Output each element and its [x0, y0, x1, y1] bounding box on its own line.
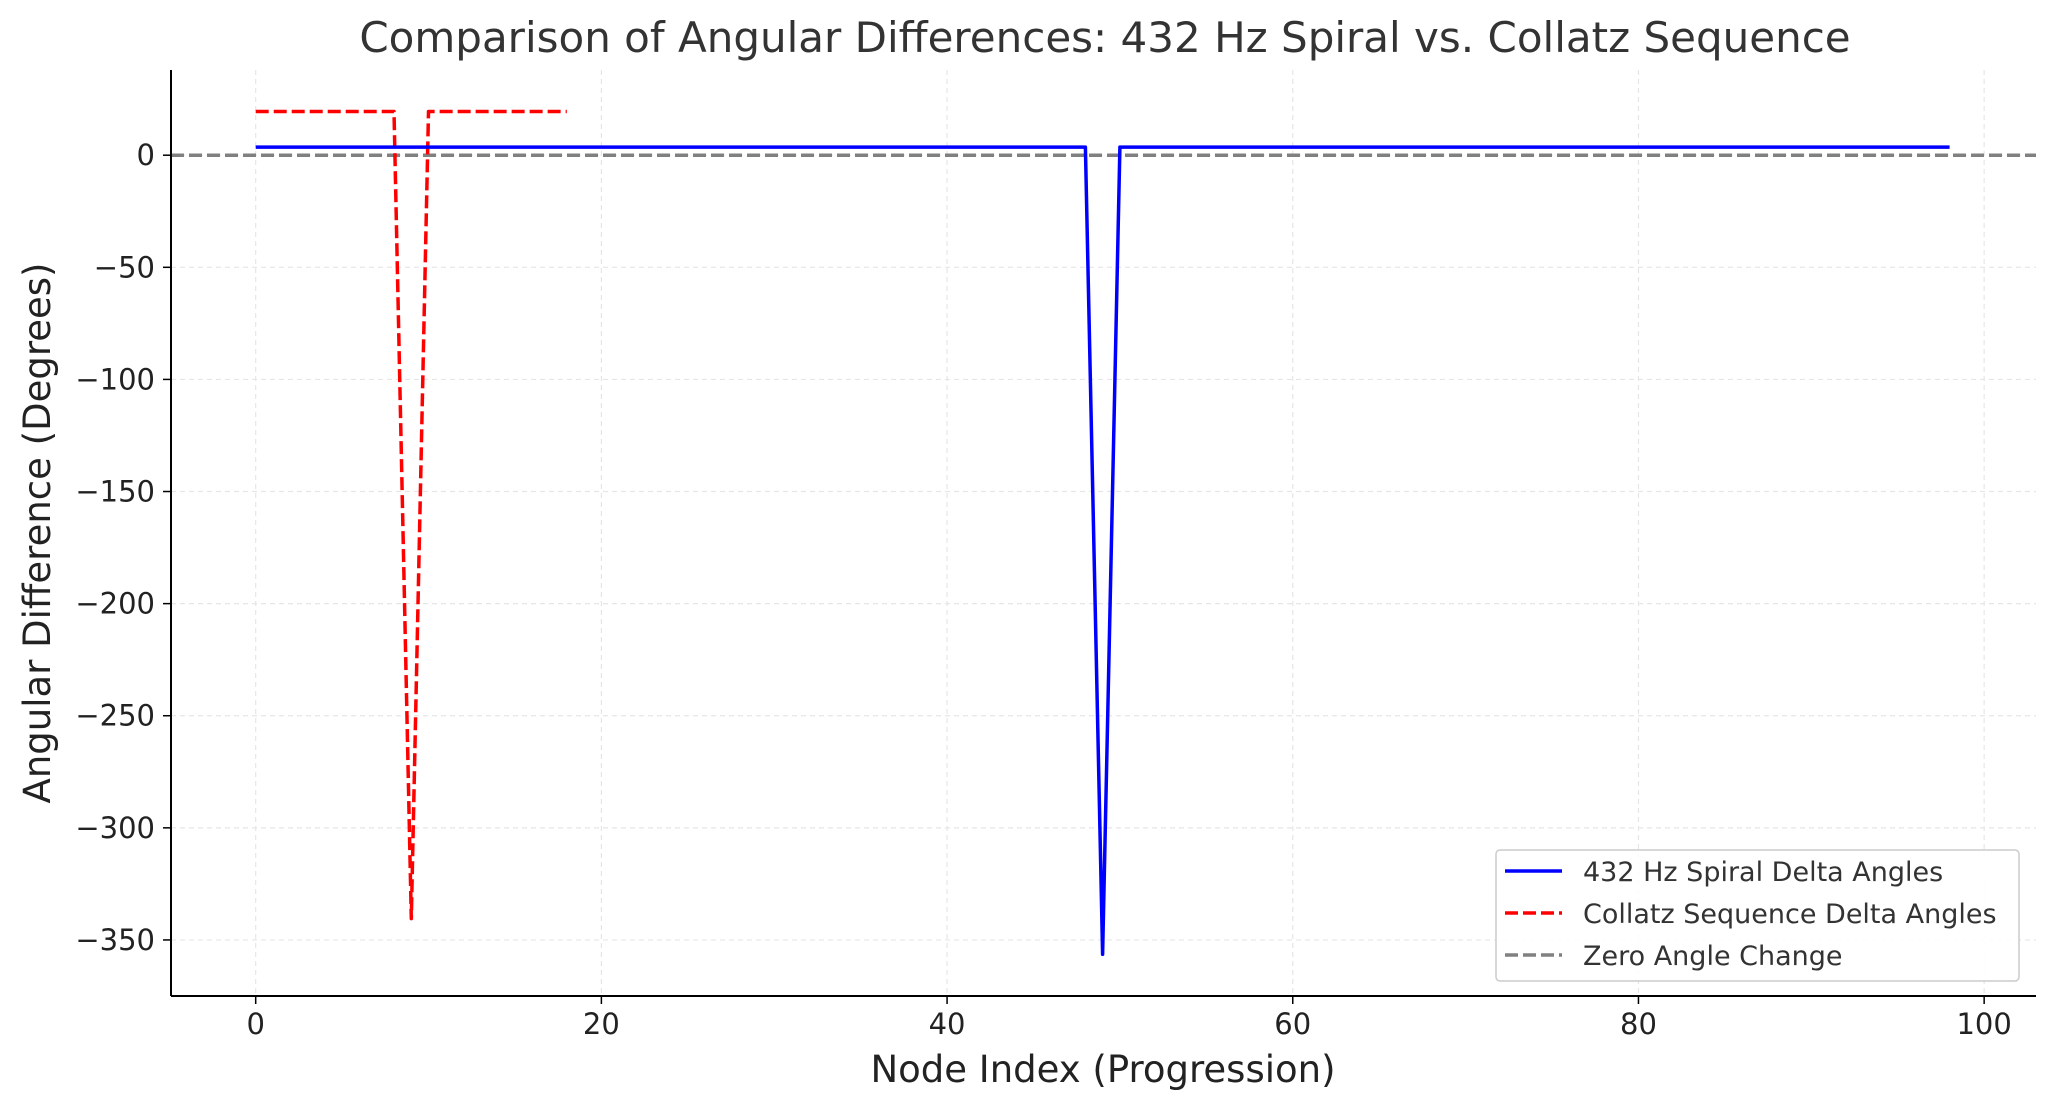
y-tick-label: −200	[75, 587, 155, 621]
legend: 432 Hz Spiral Delta Angles Collatz Seque…	[1495, 849, 2020, 982]
y-tick-label: −100	[75, 362, 155, 396]
x-tick-label: 0	[246, 1007, 264, 1041]
x-tick-label: 80	[1620, 1007, 1657, 1041]
y-tick-label: −300	[75, 811, 155, 845]
legend-label-collatz: Collatz Sequence Delta Angles	[1583, 899, 1997, 930]
y-tick-label: 0	[137, 138, 155, 172]
y-tick-label: −250	[75, 699, 155, 733]
legend-label-spiral: 432 Hz Spiral Delta Angles	[1583, 857, 1943, 888]
legend-label-zero: Zero Angle Change	[1583, 941, 1843, 972]
series-collatz-line	[255, 109, 567, 921]
plot-lines	[171, 109, 2036, 957]
series-spiral-line	[255, 145, 1950, 957]
y-axis-ticks: 0 −50 −100 −150 −200 −250 −300 −350	[75, 138, 171, 957]
x-tick-label: 40	[929, 1007, 966, 1041]
x-tick-label: 20	[583, 1007, 620, 1041]
x-tick-label: 60	[1274, 1007, 1311, 1041]
chart-title: Comparison of Angular Differences: 432 H…	[359, 13, 1850, 62]
legend-box	[1495, 849, 2020, 982]
x-tick-label: 100	[1956, 1007, 2011, 1041]
y-tick-label: −150	[75, 475, 155, 509]
y-tick-label: −350	[75, 923, 155, 957]
x-axis-label: Node Index (Progression)	[870, 1048, 1335, 1091]
x-axis-ticks: 0 20 40 60 80 100	[246, 996, 2012, 1041]
y-tick-label: −50	[94, 250, 155, 284]
y-axis-label: Angular Difference (Degrees)	[16, 263, 59, 804]
